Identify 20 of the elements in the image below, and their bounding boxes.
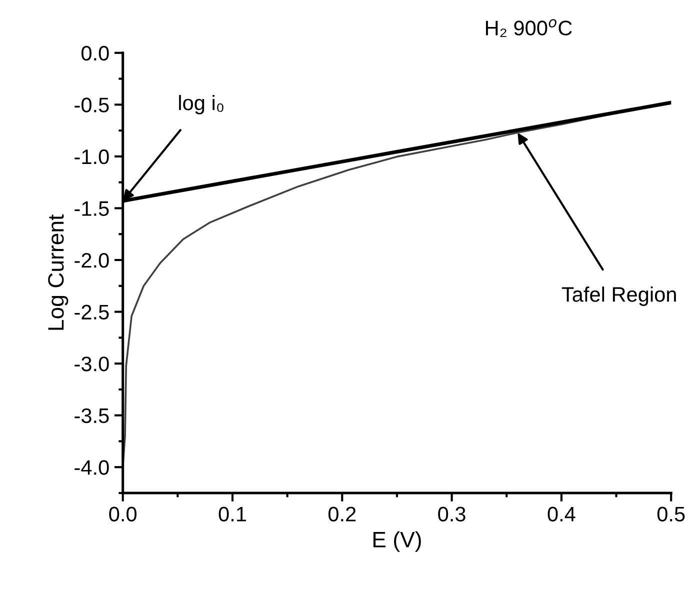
y-tick-label: -3.0 (74, 356, 109, 372)
annotation: Tafel Region (562, 286, 676, 306)
annotation: log i₀ (179, 94, 224, 114)
chart-title: H₂ 900$^{o}$C (486, 19, 572, 38)
y-tick-label: -1.5 (74, 201, 109, 216)
x-tick-label: 0.3 (438, 506, 466, 522)
x-axis-title: E (V) (373, 531, 421, 552)
y-tick-label: -2.5 (74, 304, 109, 320)
y-tick-label: 0.0 (82, 46, 109, 61)
x-tick-label: 0.5 (657, 506, 685, 522)
x-tick-label: 0.1 (218, 506, 246, 522)
y-tick-label: -1.0 (74, 149, 109, 164)
y-tick-label: -3.5 (74, 408, 109, 424)
x-tick-label: 0.0 (109, 506, 137, 522)
x-tick-label: 0.2 (328, 506, 356, 522)
x-tick-label: 0.4 (548, 506, 576, 522)
y-tick-label: -0.5 (74, 98, 109, 112)
y-tick-label: -4.0 (74, 460, 109, 475)
y-tick-label: -2.0 (74, 253, 109, 268)
y-axis-title: Log Current (48, 214, 68, 330)
